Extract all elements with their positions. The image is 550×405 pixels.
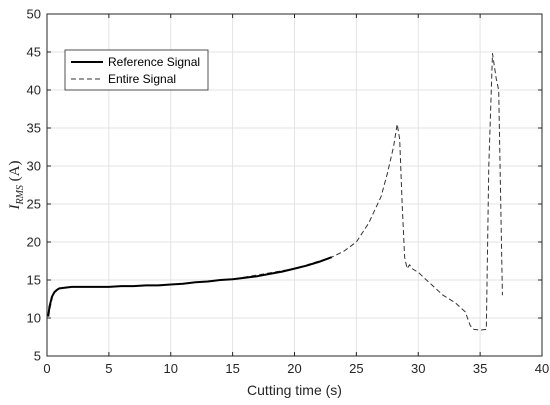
- x-tick-label: 15: [225, 361, 239, 376]
- y-tick-label: 30: [27, 159, 41, 174]
- y-tick-label: 35: [27, 121, 41, 136]
- y-axis-label-sub: RMS: [15, 185, 26, 205]
- x-tick-label: 30: [411, 361, 425, 376]
- x-tick-label: 35: [473, 361, 487, 376]
- x-tick-label: 5: [105, 361, 112, 376]
- y-tick-label: 50: [27, 7, 41, 22]
- y-tick-label: 5: [34, 349, 41, 364]
- y-axis-label: IRMS (A): [7, 160, 26, 210]
- x-tick-label: 10: [164, 361, 178, 376]
- y-tick-label: 20: [27, 235, 41, 250]
- legend-label-reference: Reference Signal: [108, 55, 200, 69]
- y-tick-label: 10: [27, 311, 41, 326]
- ticks: [46, 13, 543, 357]
- series-layer: [47, 53, 503, 331]
- legend: Reference Signal Entire Signal: [64, 49, 209, 91]
- legend-box: [64, 49, 209, 91]
- x-tick-label: 40: [535, 361, 549, 376]
- y-tick-label: 15: [27, 273, 41, 288]
- y-tick-label: 25: [27, 197, 41, 212]
- y-tick-label: 45: [27, 45, 41, 60]
- x-tick-label: 20: [287, 361, 301, 376]
- series-line-reference: [47, 256, 332, 317]
- y-axis-label-unit: (A): [7, 160, 23, 185]
- legend-label-entire: Entire Signal: [108, 72, 176, 86]
- y-tick-label: 40: [27, 83, 41, 98]
- x-tick-label: 25: [349, 361, 363, 376]
- x-axis-label: Cutting time (s): [247, 382, 342, 398]
- y-axis-label-main: I: [7, 204, 23, 211]
- x-tick-label: 0: [43, 361, 50, 376]
